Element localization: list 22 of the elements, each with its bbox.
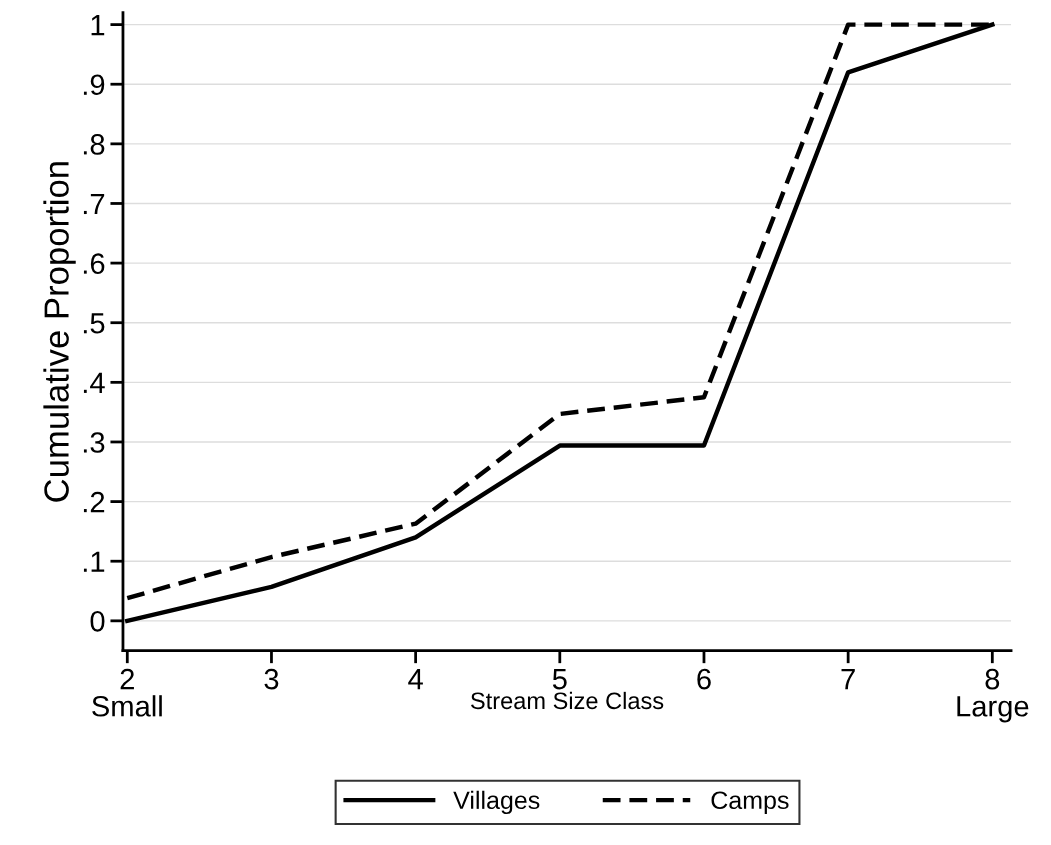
- y-tick-label: .3: [83, 432, 105, 453]
- x-tick-label: 4: [408, 669, 423, 690]
- y-tick-label: 0: [90, 611, 105, 632]
- y-tick-label: .4: [83, 372, 105, 393]
- x-tick-label: 7: [841, 669, 855, 690]
- y-tick-label: .9: [83, 74, 105, 96]
- x-axis-title: Stream Size Class: [470, 691, 664, 710]
- y-tick-label: .5: [83, 313, 105, 334]
- y-tick-label: .2: [83, 491, 105, 513]
- y-tick-label: 1: [91, 15, 105, 36]
- x-tick-label: 8 Large: [957, 668, 1029, 723]
- legend-label: Villages: [453, 790, 540, 815]
- legend-label: Camps: [711, 791, 789, 815]
- x-tick-label: 3: [264, 668, 279, 690]
- y-tick-label: .1: [83, 551, 105, 572]
- x-tick-label: 5: [552, 669, 567, 690]
- y-tick-label: .8: [83, 134, 105, 155]
- y-tick-label: .6: [83, 253, 105, 274]
- y-axis-title: Cumulative Proportion: [43, 162, 76, 502]
- x-tick-label: 2 Small: [92, 668, 162, 717]
- x-tick-label: 6: [697, 668, 711, 690]
- y-tick-label: .7: [83, 193, 105, 215]
